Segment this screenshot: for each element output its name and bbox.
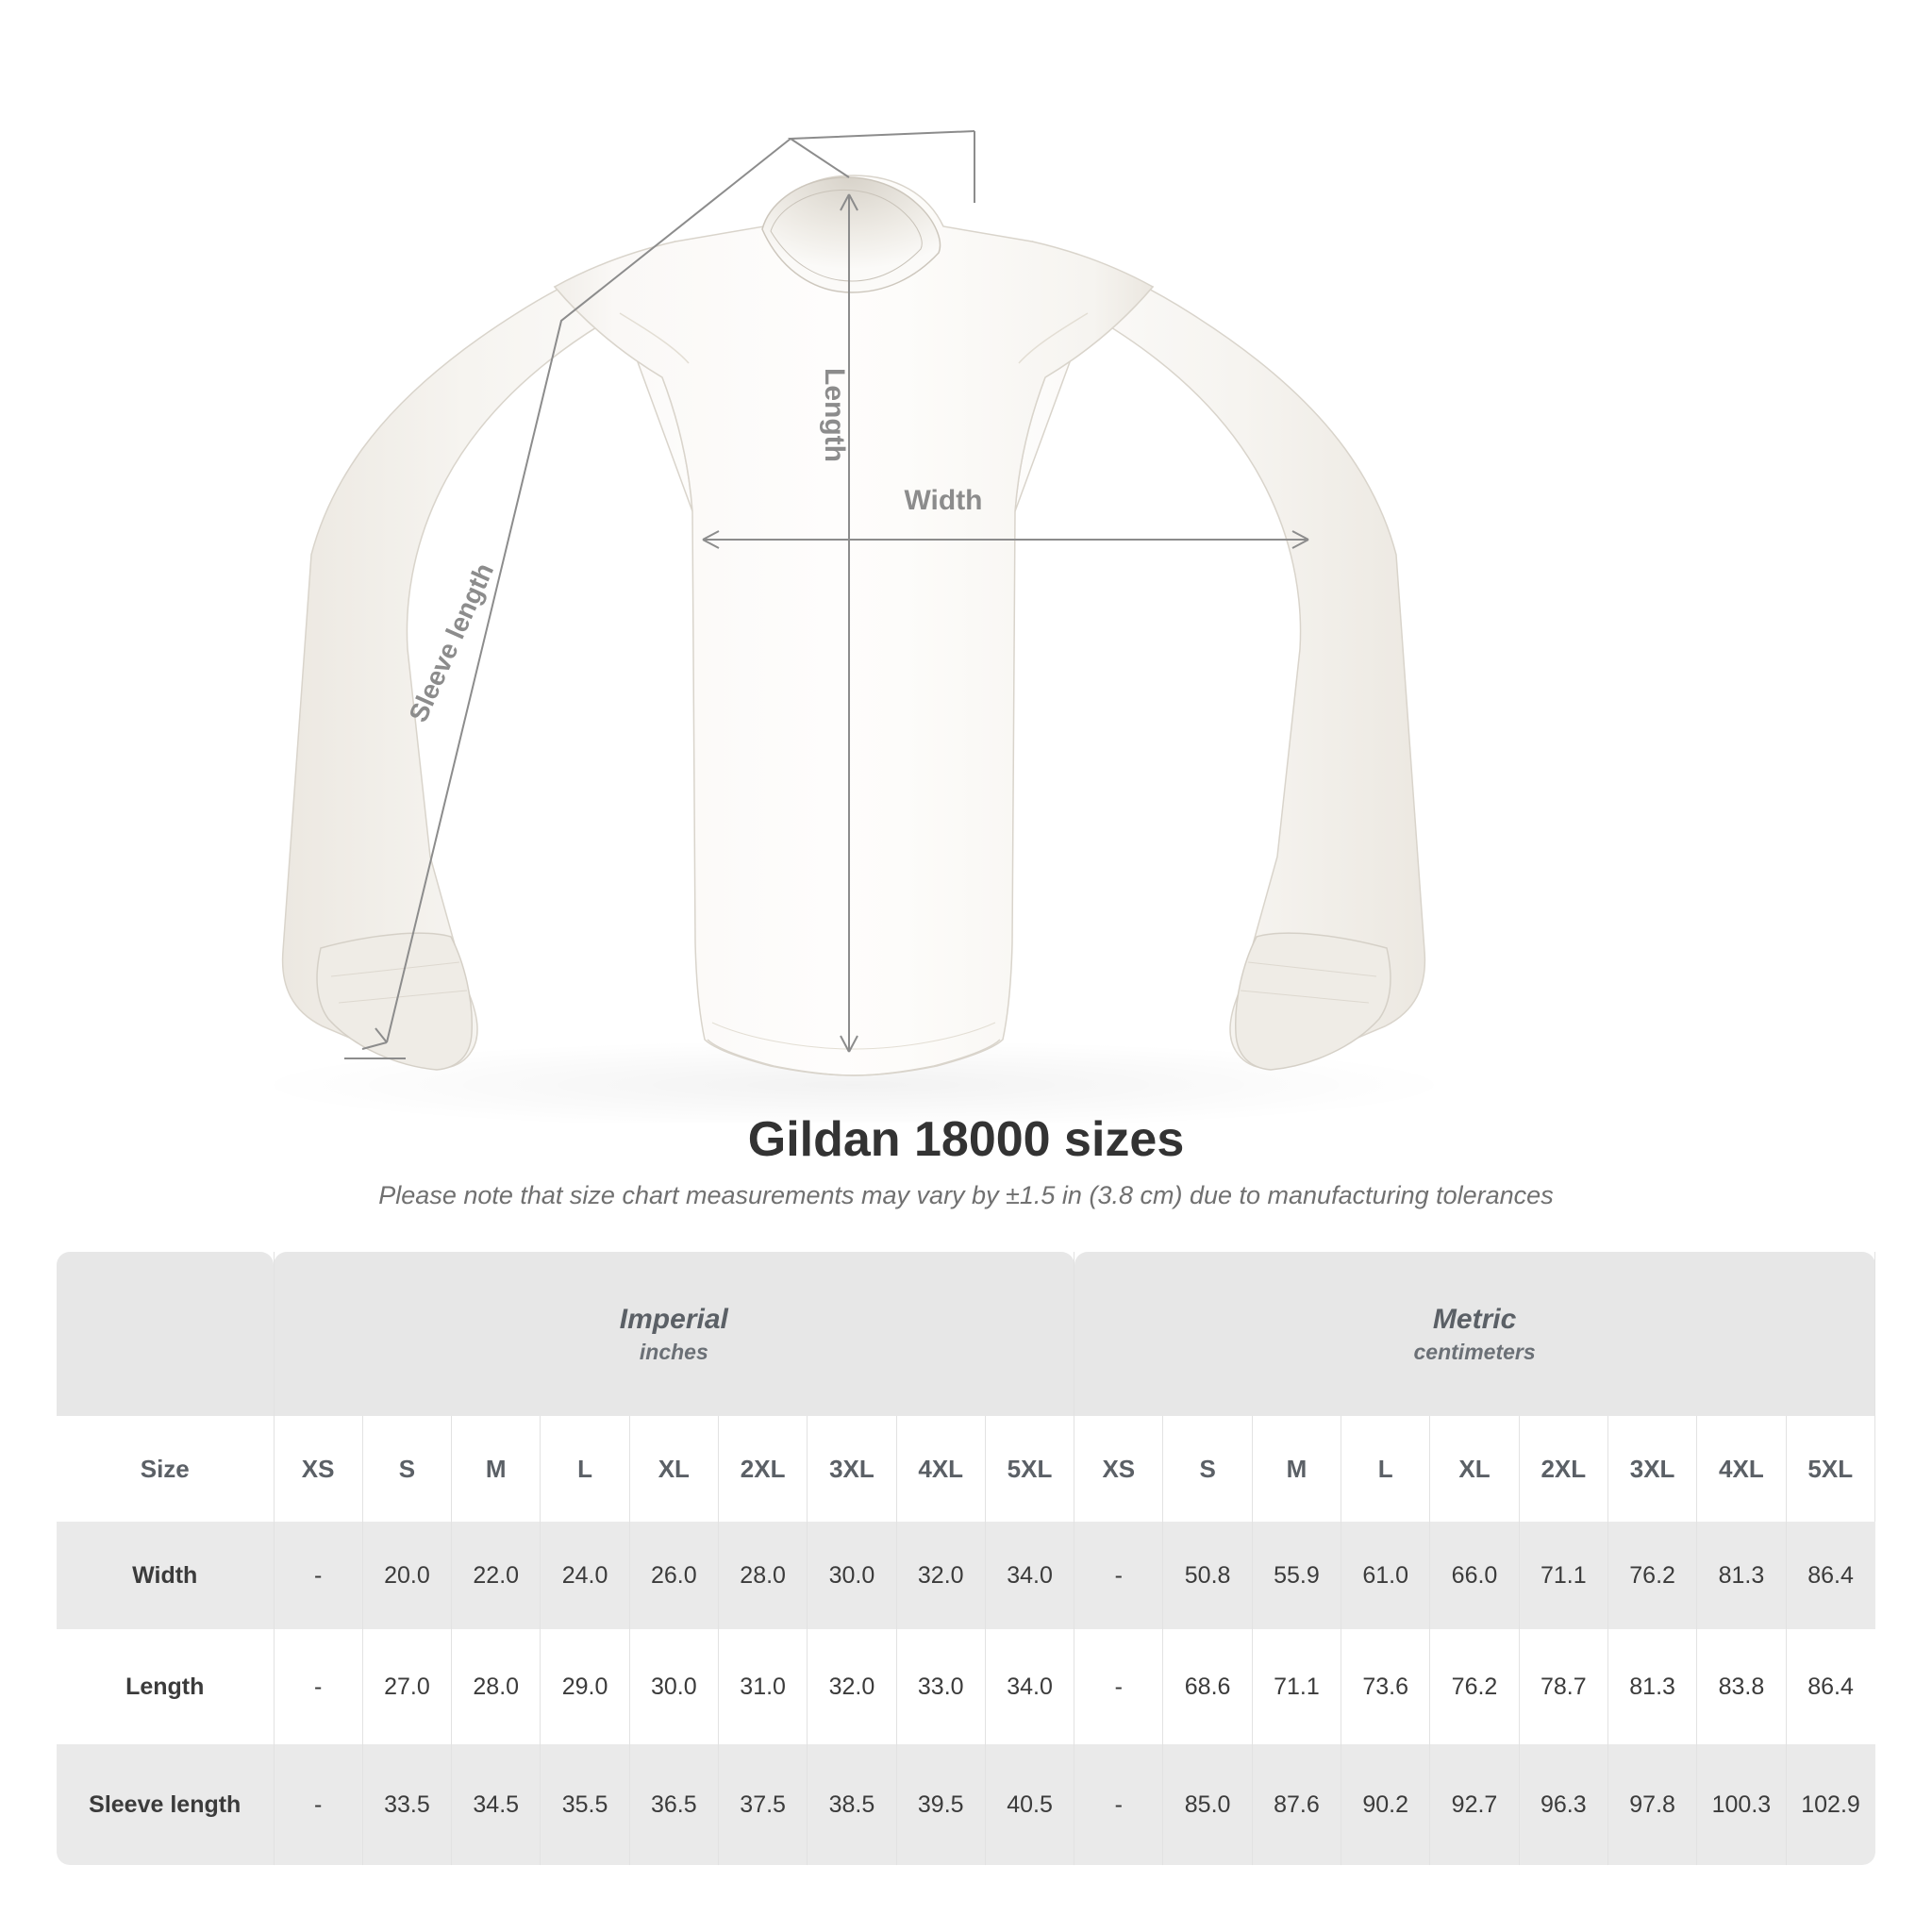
svg-text:Width: Width — [904, 485, 982, 516]
svg-text:Sleeve length: Sleeve length — [403, 558, 499, 726]
svg-text:Length: Length — [819, 368, 850, 462]
